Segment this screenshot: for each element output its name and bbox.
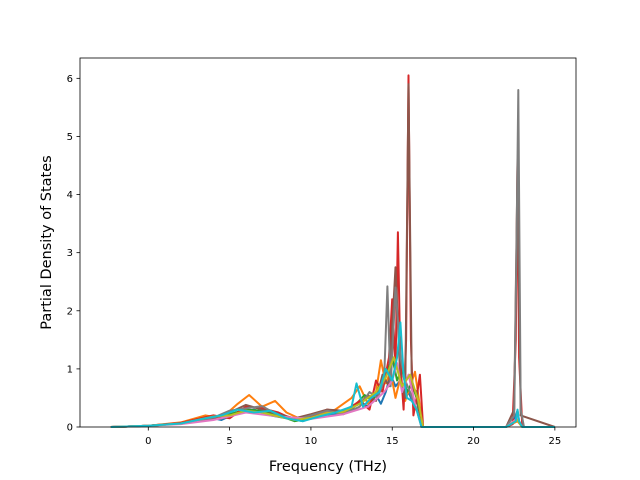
y-tick-label: 6 [67,74,73,85]
y-tick-label: 1 [67,364,73,375]
series-line-6 [110,89,555,428]
y-axis-title: Partial Density of States [39,155,55,329]
x-tick-label: 0 [145,436,151,447]
series-lines [110,74,556,428]
series-line-7 [110,362,555,428]
series-line-5 [110,83,556,428]
y-tick-label: 2 [67,306,73,317]
series-line-2 [110,359,555,428]
x-axis-ticks: 0 5 10 15 20 25 [145,427,561,447]
y-tick-label: 5 [67,132,73,143]
y-tick-label: 3 [67,248,73,259]
x-tick-label: 15 [386,436,399,447]
y-tick-label: 4 [67,190,73,201]
series-line-1 [110,373,555,428]
y-axis-ticks: 0 1 2 3 4 5 6 [67,74,80,434]
x-tick-label: 25 [548,436,561,447]
x-tick-label: 5 [226,436,232,447]
series-line-4 [110,74,555,428]
x-axis-title: Frequency (THz) [269,459,387,475]
x-tick-label: 20 [467,436,480,447]
plot-area-frame [79,57,577,428]
x-tick-label: 10 [305,436,318,447]
y-tick-label: 0 [67,423,73,434]
